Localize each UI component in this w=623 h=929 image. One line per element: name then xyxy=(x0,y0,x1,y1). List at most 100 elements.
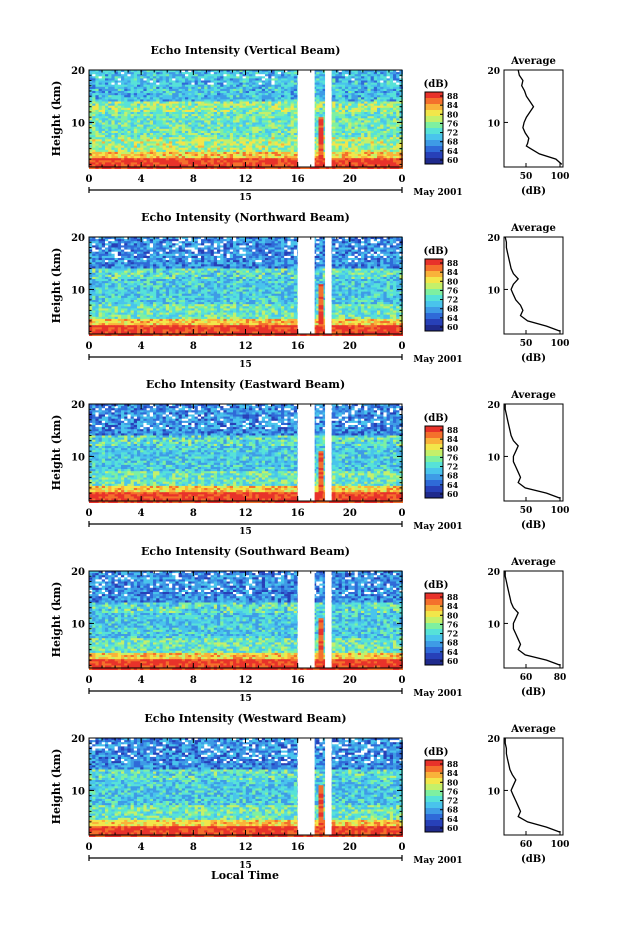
data-gap xyxy=(325,68,332,167)
heatmap-image xyxy=(89,404,403,503)
average-profile-line xyxy=(505,571,560,665)
y-tick-label: 10 xyxy=(71,452,85,463)
y-tick-label: 20 xyxy=(71,233,85,244)
y-tick-label: 20 xyxy=(71,567,85,578)
colorbar-unit: (dB) xyxy=(424,79,449,90)
average-x-label: (dB) xyxy=(521,520,546,531)
y-axis-label: Height (km) xyxy=(50,582,63,658)
x-tick-label: 4 xyxy=(138,508,145,519)
colorbar-swatch xyxy=(425,283,443,290)
colorbar-swatch xyxy=(425,802,443,809)
x-tick-label: 0 xyxy=(399,675,406,686)
colorbar-swatch xyxy=(425,808,443,815)
average-x-tick-label: 50 xyxy=(520,506,533,516)
panel-title: Echo Intensity (Westward Beam) xyxy=(144,712,346,725)
y-tick-label: 10 xyxy=(71,786,85,797)
colorbar-tick-label: 60 xyxy=(447,489,459,499)
average-profile-line xyxy=(505,404,560,498)
average-x-label: (dB) xyxy=(521,353,546,364)
x-tick-label: 16 xyxy=(291,341,305,352)
colorbar-swatch xyxy=(425,319,443,326)
date-label: May 2001 xyxy=(413,522,462,532)
colorbar-swatch xyxy=(425,295,443,302)
average-x-tick-label: 80 xyxy=(554,673,567,683)
colorbar-swatch xyxy=(425,593,443,600)
y-tick-label: 10 xyxy=(71,285,85,296)
date-label: May 2001 xyxy=(413,355,462,365)
colorbar-swatch xyxy=(425,140,443,147)
x-tick-label: 16 xyxy=(291,508,305,519)
x-tick-label: 0 xyxy=(86,675,93,686)
y-tick-label: 20 xyxy=(71,400,85,411)
day-label: 15 xyxy=(239,694,252,704)
panel-1: Echo Intensity (Vertical Beam) Height (km… xyxy=(50,44,569,203)
x-tick-label: 8 xyxy=(190,341,197,352)
panel-5: Echo Intensity (Westward Beam) Height (km… xyxy=(50,712,569,871)
data-gap xyxy=(325,402,332,501)
x-tick-label: 16 xyxy=(291,842,305,853)
average-x-tick-label: 100 xyxy=(551,172,570,182)
x-tick-label: 0 xyxy=(86,508,93,519)
data-gap xyxy=(325,569,332,668)
average-y-tick-label: 10 xyxy=(487,119,500,129)
day-label: 15 xyxy=(239,861,252,871)
average-y-tick-label: 20 xyxy=(487,67,500,77)
heatmap-image xyxy=(89,738,403,837)
colorbar-swatch xyxy=(425,760,443,767)
x-tick-label: 8 xyxy=(190,675,197,686)
x-tick-label: 20 xyxy=(343,508,357,519)
data-gap xyxy=(325,235,332,334)
panel-title: Echo Intensity (Vertical Beam) xyxy=(150,44,340,57)
x-tick-label: 16 xyxy=(291,675,305,686)
colorbar-swatch xyxy=(425,259,443,266)
y-axis-label: Height (km) xyxy=(50,81,63,157)
colorbar-swatch xyxy=(425,468,443,475)
x-tick-label: 0 xyxy=(399,842,406,853)
x-tick-label: 20 xyxy=(343,675,357,686)
average-frame xyxy=(504,571,563,668)
colorbar-swatch xyxy=(425,653,443,660)
x-tick-label: 0 xyxy=(86,341,93,352)
panel-title: Echo Intensity (Northward Beam) xyxy=(141,211,350,224)
date-label: May 2001 xyxy=(413,856,462,866)
y-tick-label: 20 xyxy=(71,66,85,77)
average-title: Average xyxy=(510,223,556,234)
average-y-tick-label: 10 xyxy=(487,620,500,630)
y-axis-label: Height (km) xyxy=(50,415,63,491)
colorbar-swatch xyxy=(425,820,443,827)
colorbar-swatch xyxy=(425,486,443,493)
panel-title: Echo Intensity (Southward Beam) xyxy=(141,545,350,558)
colorbar-unit: (dB) xyxy=(424,413,449,424)
heatmap-image xyxy=(89,237,403,336)
colorbar-swatch xyxy=(425,307,443,314)
x-tick-label: 12 xyxy=(239,675,253,686)
colorbar-swatch xyxy=(425,110,443,117)
heatmap-image xyxy=(89,571,403,670)
average-x-tick-label: 50 xyxy=(520,339,533,349)
colorbar-swatch xyxy=(425,426,443,433)
x-tick-label: 0 xyxy=(399,341,406,352)
panel-2: Echo Intensity (Northward Beam)Height (k… xyxy=(50,211,569,370)
y-axis-label: Height (km) xyxy=(50,749,63,825)
average-title: Average xyxy=(510,724,556,735)
colorbar-swatch xyxy=(425,313,443,320)
x-tick-label: 12 xyxy=(239,842,253,853)
average-profile-line xyxy=(505,738,560,832)
data-gap xyxy=(298,736,315,835)
x-tick-label: 12 xyxy=(239,508,253,519)
data-gap xyxy=(298,569,315,668)
y-tick-label: 10 xyxy=(71,619,85,630)
colorbar-swatch xyxy=(425,599,443,606)
average-y-tick-label: 20 xyxy=(487,568,500,578)
panel-title: Echo Intensity (Eastward Beam) xyxy=(146,378,345,391)
x-tick-label: 8 xyxy=(190,842,197,853)
panel-3: Echo Intensity (Eastward Beam) Height (km… xyxy=(50,378,569,537)
average-y-tick-label: 20 xyxy=(487,234,500,244)
